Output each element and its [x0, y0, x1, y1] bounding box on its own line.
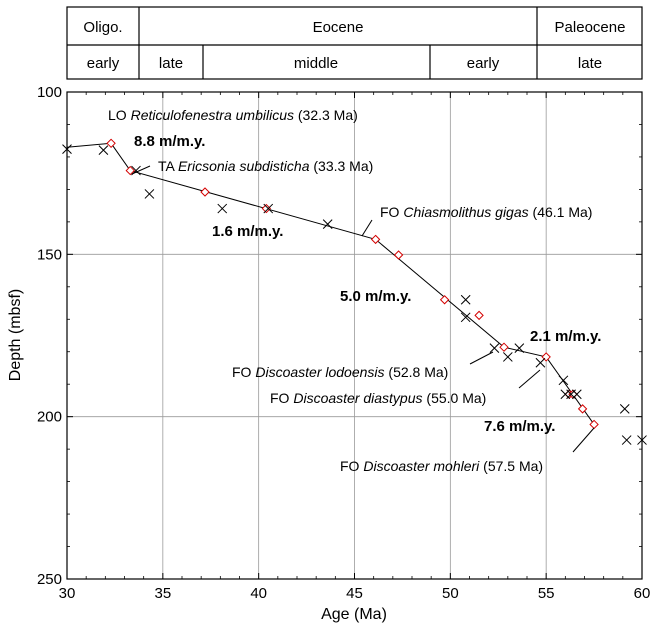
x-marker — [558, 375, 569, 386]
x-tick-label: 50 — [442, 585, 459, 602]
x-tick-label: 40 — [250, 585, 267, 602]
rate-label-2-1: 2.1 m/m.y. — [530, 328, 601, 345]
leader-lines — [131, 165, 595, 453]
diamond-marker — [125, 165, 135, 176]
x-tick-label: 55 — [538, 585, 555, 602]
x-marker — [619, 404, 630, 414]
diamond-marker — [577, 404, 588, 414]
diamond-marker — [200, 187, 210, 197]
x-marker — [489, 343, 500, 354]
subepoch-late-eocene: late — [159, 55, 183, 72]
y-tick-label: 250 — [37, 571, 62, 588]
x-axis-title: Age (Ma) — [321, 606, 387, 623]
epoch-oligocene: Oligo. — [83, 19, 122, 36]
diamond-marker — [499, 342, 509, 352]
datum-label-fo-diastypus: FO Discoaster diastypus (55.0 Ma) — [270, 390, 486, 406]
age-depth-line — [66, 142, 595, 425]
leader-fo-diastypus — [518, 369, 541, 389]
y-tick-label: 200 — [37, 409, 62, 426]
x-marker — [571, 389, 582, 400]
x-marker — [98, 145, 109, 155]
leader-fo-chiasmolithus — [361, 219, 373, 237]
axis-ticks: 30 35 40 45 50 55 60 100 150 200 250 — [37, 84, 650, 602]
x-tick-label: 35 — [154, 585, 171, 602]
x-marker — [621, 435, 632, 445]
datum-label-lo-reticulofenestra: LO Reticulofenestra umbilicus (32.3 Ma) — [108, 107, 358, 123]
datum-label-fo-chiasmolithus: FO Chiasmolithus gigas (46.1 Ma) — [380, 204, 592, 220]
x-marker — [217, 203, 228, 214]
epoch-eocene: Eocene — [313, 19, 364, 36]
x-marker — [514, 343, 525, 354]
grid — [67, 92, 642, 579]
x-marker — [535, 357, 546, 368]
diamond-marker — [393, 250, 404, 260]
rate-label-8-8: 8.8 m/m.y. — [134, 133, 205, 150]
stratigraphy-table: Oligo. Eocene Paleocene early late middl… — [66, 6, 643, 80]
x-tick-label: 60 — [634, 585, 651, 602]
datum-label-ta-ericsonia: TA Ericsonia subdisticha (33.3 Ma) — [158, 158, 373, 174]
rate-label-5-0: 5.0 m/m.y. — [340, 288, 411, 305]
x-marker — [637, 435, 647, 445]
x-marker — [460, 294, 471, 305]
subepoch-middle-eocene: middle — [294, 55, 338, 72]
rate-label-7-6: 7.6 m/m.y. — [484, 418, 555, 435]
diamond-marker — [106, 138, 116, 149]
diamond-marker — [474, 310, 484, 321]
x-marker — [460, 312, 471, 323]
diamond-marker — [370, 234, 381, 245]
subepoch-late-paleocene: late — [578, 55, 602, 72]
stratigraphy-frame — [66, 6, 643, 80]
diamond-marker — [589, 419, 599, 430]
x-tick-label: 30 — [59, 585, 76, 602]
diamond-marker — [439, 295, 450, 305]
x-marker — [263, 203, 274, 214]
subepoch-early-eocene: early — [467, 55, 500, 72]
y-tick-label: 100 — [37, 84, 62, 101]
rate-label-1-6: 1.6 m/m.y. — [212, 223, 283, 240]
datum-label-fo-mohleri: FO Discoaster mohleri (57.5 Ma) — [340, 458, 543, 474]
leader-fo-lodoensis — [469, 351, 494, 365]
x-marker — [144, 189, 155, 199]
x-tick-label: 45 — [346, 585, 363, 602]
x-marker — [322, 219, 333, 229]
datum-label-fo-lodoensis: FO Discoaster lodoensis (52.8 Ma) — [232, 364, 448, 380]
leader-fo-mohleri — [572, 427, 595, 453]
diamond-marker — [261, 203, 272, 214]
data-markers — [62, 138, 647, 445]
y-tick-label: 150 — [37, 246, 62, 263]
y-axis-title: Depth (mbsf) — [7, 289, 24, 381]
x-marker — [62, 144, 72, 154]
x-marker — [502, 352, 513, 362]
leader-ta-ericsonia — [131, 165, 151, 175]
subepoch-early-oligocene: early — [87, 55, 120, 72]
epoch-paleocene: Paleocene — [555, 19, 626, 36]
